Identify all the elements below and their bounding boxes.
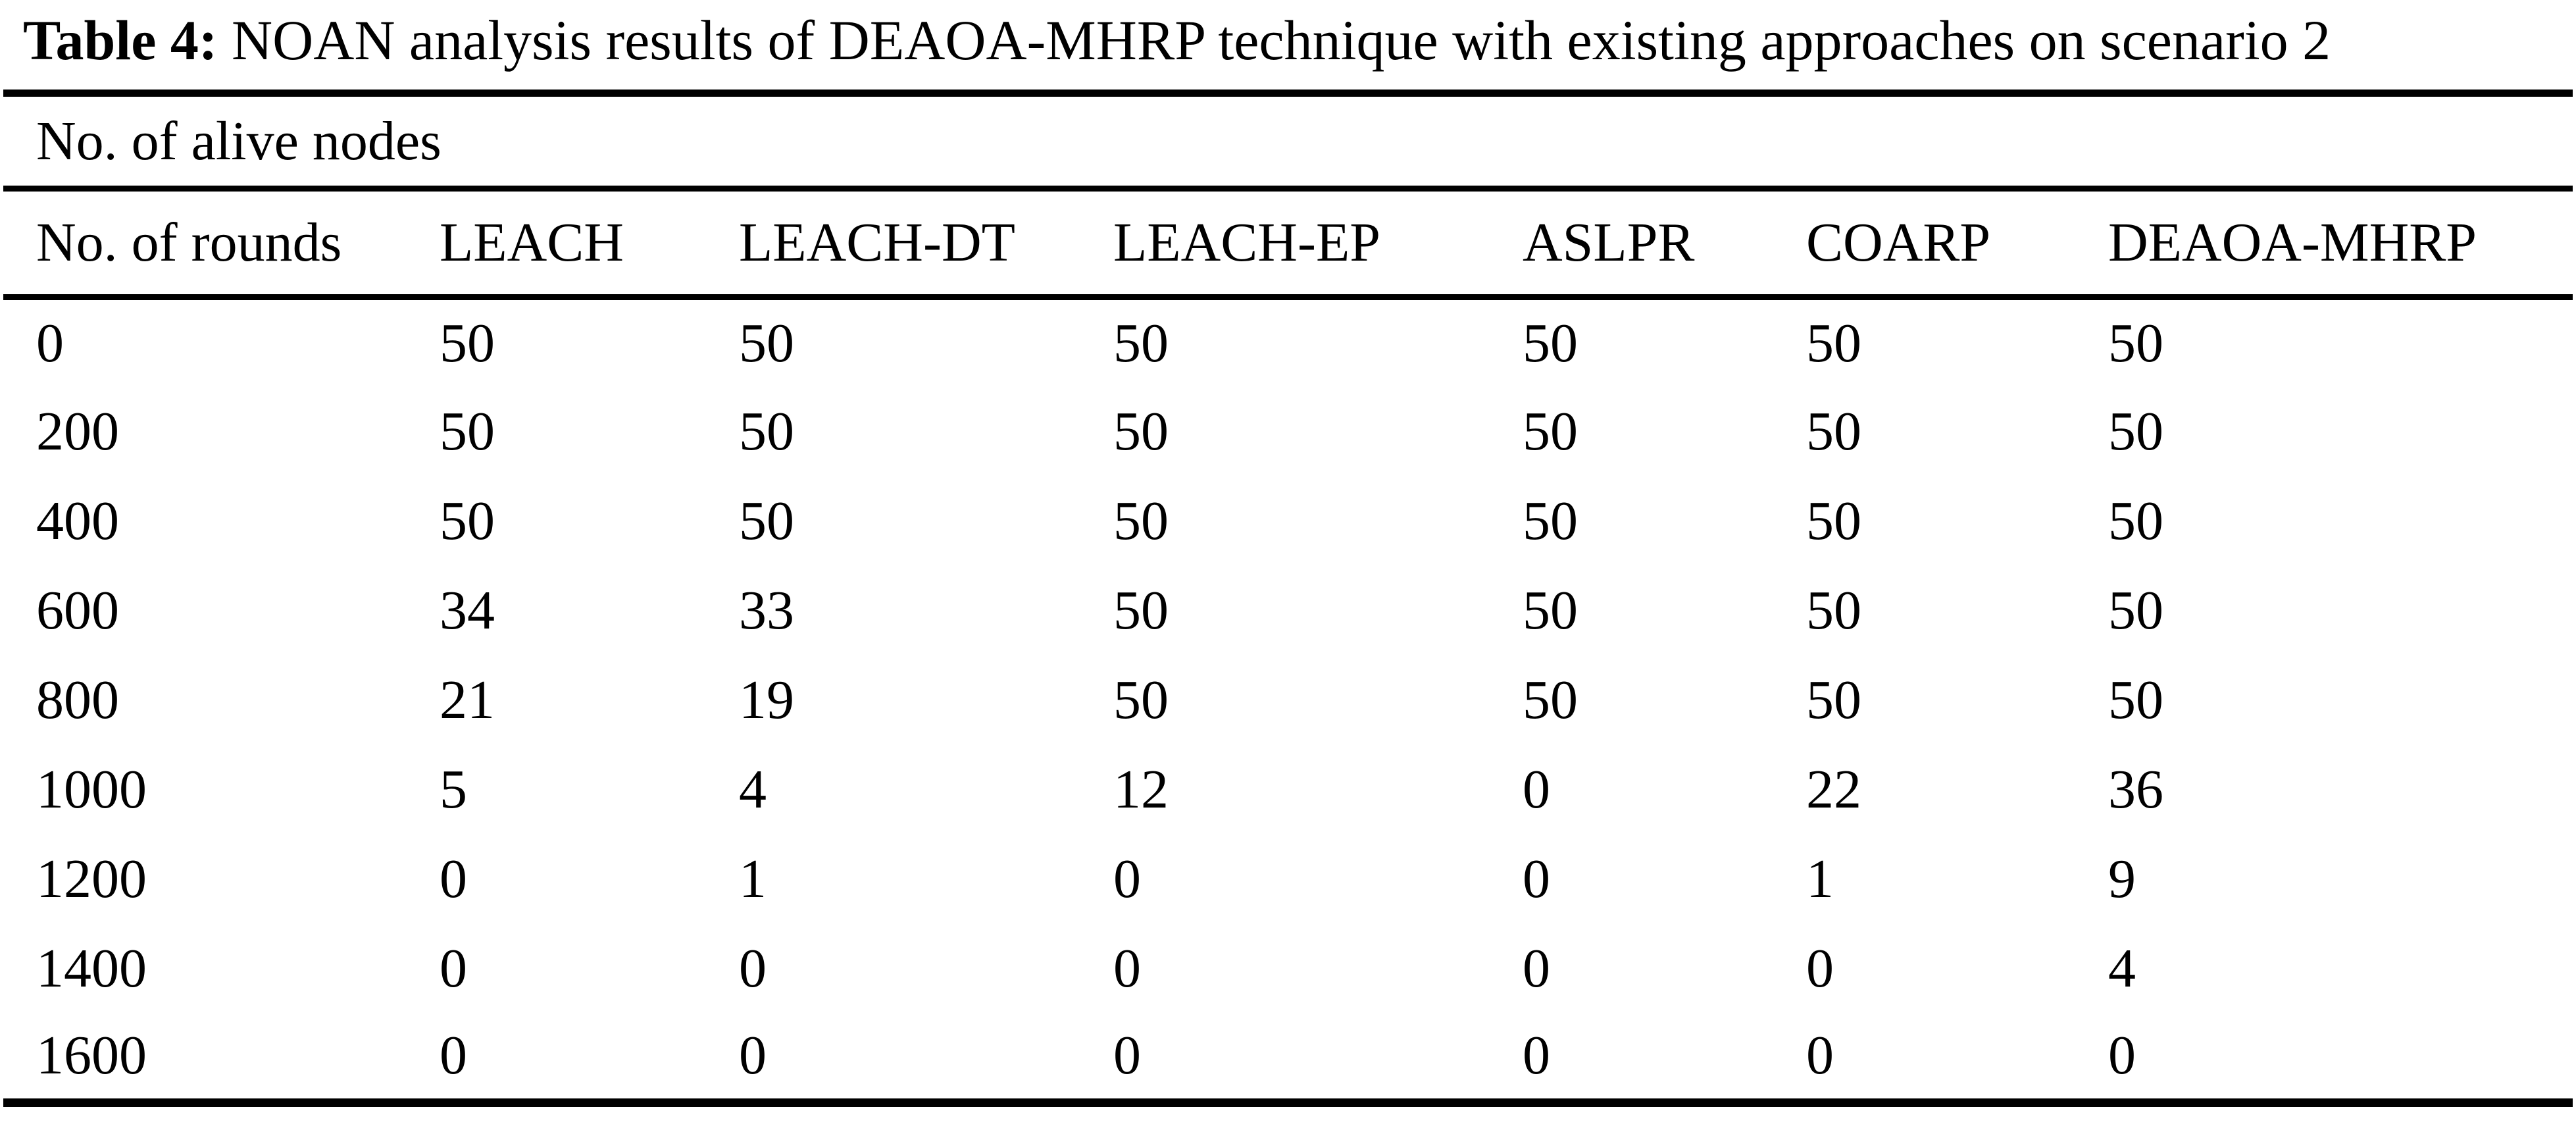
value-cell: 50 (1806, 312, 1861, 374)
value-cell: 50 (2108, 669, 2163, 731)
value-cell: 19 (739, 669, 794, 731)
column-header-aslpr: ASLPR (1523, 188, 1806, 300)
value-cell: 50 (1806, 400, 1861, 462)
column-header-row: No. of rounds LEACH LEACH-DT LEACH-EP AS… (3, 188, 2573, 300)
value-cell: 0 (440, 1013, 739, 1107)
value-cell: 50 (1523, 400, 1578, 462)
column-header-deaoa-mhrp: DEAOA-MHRP (2108, 188, 2573, 300)
value-cell: 50 (1806, 490, 1861, 552)
value-cell: 0 (1523, 848, 1550, 910)
table-body: 0 50 50 50 50 50 50 200 50 50 50 50 50 50 400 50 50 50 50 5… (3, 297, 2573, 1107)
table-row: 1400 0 0 0 0 0 4 (3, 923, 2573, 1013)
table-row: 1200 0 1 0 0 1 9 (3, 834, 2573, 923)
value-cell: 0 (1523, 937, 1550, 999)
row-label-cell: 600 (36, 579, 119, 641)
row-label-cell: 1000 (36, 758, 147, 820)
group-header-row: No. of alive nodes (3, 89, 2573, 192)
table-row: 200 50 50 50 50 50 50 (3, 386, 2573, 476)
table-head: No. of alive nodes No. of rounds LEACH L… (3, 89, 2573, 300)
value-cell: 50 (1523, 312, 1578, 374)
value-cell: 0 (739, 937, 767, 999)
value-cell: 0 (440, 937, 467, 999)
value-cell: 50 (440, 312, 495, 374)
table-row: 1000 5 4 12 0 22 36 (3, 744, 2573, 834)
value-cell: 0 (1806, 1013, 2108, 1107)
value-cell: 36 (2108, 758, 2163, 820)
row-label-cell: 0 (36, 312, 64, 374)
value-cell: 50 (2108, 490, 2163, 552)
value-cell: 50 (1113, 490, 1169, 552)
value-cell: 50 (2108, 312, 2163, 374)
row-label-cell: 1400 (36, 937, 147, 999)
value-cell: 50 (1806, 579, 1861, 641)
value-cell: 0 (1523, 758, 1550, 820)
value-cell: 21 (440, 669, 495, 731)
value-cell: 50 (440, 490, 495, 552)
column-header-leach: LEACH (440, 188, 739, 300)
value-cell: 50 (739, 400, 794, 462)
table-row: 600 34 33 50 50 50 50 (3, 565, 2573, 655)
noan-results-table: No. of alive nodes No. of rounds LEACH L… (3, 89, 2573, 1107)
table-caption-label: Table 4: (23, 9, 218, 72)
table-caption: Table 4: NOAN analysis results of DEAOA-… (0, 0, 2576, 76)
value-cell: 1 (1806, 848, 1834, 910)
value-cell: 0 (1523, 1013, 1806, 1107)
value-cell: 50 (1113, 669, 1169, 731)
row-label-cell: 800 (36, 669, 119, 731)
value-cell: 50 (2108, 400, 2163, 462)
value-cell: 50 (1806, 669, 1861, 731)
row-label-cell: 1600 (3, 1013, 440, 1107)
column-header-rounds: No. of rounds (3, 188, 440, 300)
column-header-leach-ep: LEACH-EP (1113, 188, 1523, 300)
value-cell: 0 (1113, 937, 1141, 999)
row-label-cell: 200 (36, 400, 119, 462)
group-header-cell: No. of alive nodes (3, 89, 2573, 192)
value-cell: 5 (440, 758, 467, 820)
row-label-cell: 400 (36, 490, 119, 552)
value-cell: 4 (2108, 937, 2136, 999)
value-cell: 0 (2108, 1013, 2573, 1107)
value-cell: 34 (440, 579, 495, 641)
table-caption-text: NOAN analysis results of DEAOA-MHRP tech… (217, 9, 2331, 72)
value-cell: 50 (2108, 579, 2163, 641)
value-cell: 0 (1806, 937, 1834, 999)
value-cell: 0 (1113, 1013, 1523, 1107)
value-cell: 33 (739, 579, 794, 641)
value-cell: 50 (1523, 579, 1578, 641)
value-cell: 22 (1806, 758, 1861, 820)
value-cell: 50 (1113, 312, 1169, 374)
value-cell: 0 (440, 848, 467, 910)
value-cell: 0 (739, 1013, 1113, 1107)
value-cell: 12 (1113, 758, 1169, 820)
table-row: 0 50 50 50 50 50 50 (3, 297, 2573, 386)
value-cell: 0 (1113, 848, 1141, 910)
value-cell: 50 (1523, 490, 1578, 552)
row-label-cell: 1200 (36, 848, 147, 910)
table-row: 400 50 50 50 50 50 50 (3, 476, 2573, 565)
value-cell: 50 (1523, 669, 1578, 731)
table-row: 800 21 19 50 50 50 50 (3, 655, 2573, 744)
column-header-coarp: COARP (1806, 188, 2108, 300)
table-row: 1600 0 0 0 0 0 0 (3, 1013, 2573, 1107)
column-header-leach-dt: LEACH-DT (739, 188, 1113, 300)
value-cell: 4 (739, 758, 767, 820)
value-cell: 50 (440, 400, 495, 462)
value-cell: 50 (1113, 400, 1169, 462)
value-cell: 50 (1113, 579, 1169, 641)
value-cell: 1 (739, 848, 767, 910)
value-cell: 9 (2108, 848, 2136, 910)
value-cell: 50 (739, 490, 794, 552)
value-cell: 50 (739, 312, 794, 374)
